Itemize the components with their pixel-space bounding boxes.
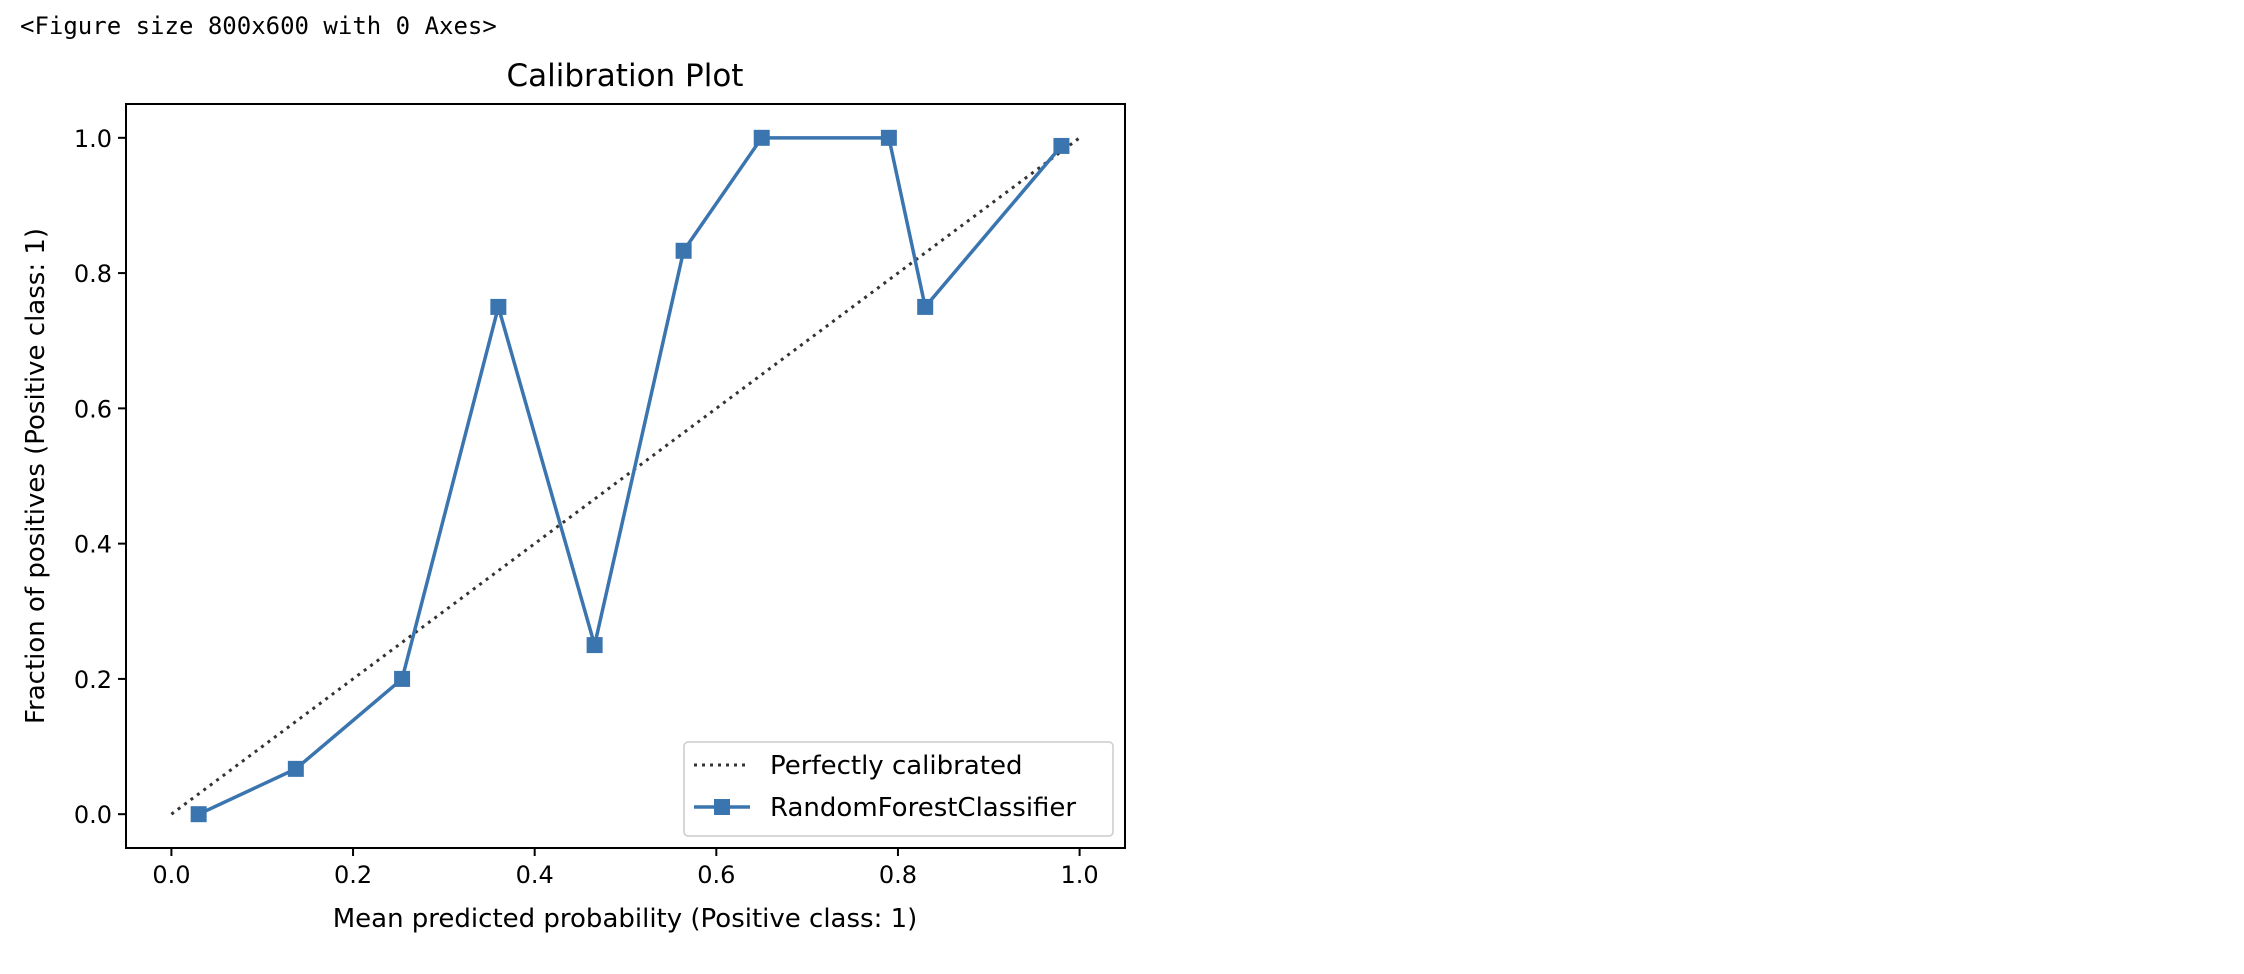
x-tick-label: 1.0 xyxy=(1061,861,1099,889)
series-line-randomforestclassifier xyxy=(197,136,1063,816)
data-point-marker xyxy=(1053,137,1070,154)
x-tick-label: 0.2 xyxy=(334,861,372,889)
data-point-marker xyxy=(586,637,603,654)
y-tick-label: 1.0 xyxy=(74,125,112,153)
x-axis: 0.0 0.2 0.4 0.6 0.8 1.0 xyxy=(152,848,1099,889)
legend-marker xyxy=(714,799,730,815)
data-point-marker xyxy=(675,242,692,259)
y-tick-label: 0.0 xyxy=(74,801,112,829)
legend-box xyxy=(683,741,1114,837)
data-point-marker xyxy=(490,298,507,315)
legend-label-perfectly-calibrated: Perfectly calibrated xyxy=(770,751,1022,781)
y-axis: 0.0 0.2 0.4 0.6 0.8 1.0 xyxy=(74,125,126,829)
series-line-perfectly-calibrated xyxy=(170,136,1081,816)
y-tick-label: 0.8 xyxy=(74,260,112,288)
data-point-marker xyxy=(753,129,770,146)
legend-label-randomforestclassifier: RandomForestClassifier xyxy=(770,793,1076,823)
plot-area-frame xyxy=(125,103,1126,849)
chart-title: Calibration Plot xyxy=(507,58,744,94)
x-tick-label: 0.4 xyxy=(516,861,554,889)
x-tick-label: 0.6 xyxy=(697,861,735,889)
figure-output-text: <Figure size 800x600 with 0 Axes> xyxy=(20,12,497,40)
y-axis-label: Fraction of positives (Positive class: 1… xyxy=(21,228,51,724)
data-point-marker xyxy=(880,129,897,146)
x-axis-label: Mean predicted probability (Positive cla… xyxy=(333,904,918,934)
data-point-marker xyxy=(287,760,304,777)
x-tick-label: 0.0 xyxy=(152,861,190,889)
x-tick-label: 0.8 xyxy=(879,861,917,889)
legend: Perfectly calibrated RandomForestClassifi… xyxy=(683,741,1114,837)
y-tick-label: 0.6 xyxy=(74,395,112,423)
y-tick-label: 0.2 xyxy=(74,666,112,694)
data-point-marker xyxy=(394,670,411,687)
data-point-marker xyxy=(190,806,207,823)
data-point-marker xyxy=(917,298,934,315)
y-tick-label: 0.4 xyxy=(74,531,112,559)
series-layer xyxy=(170,129,1081,823)
